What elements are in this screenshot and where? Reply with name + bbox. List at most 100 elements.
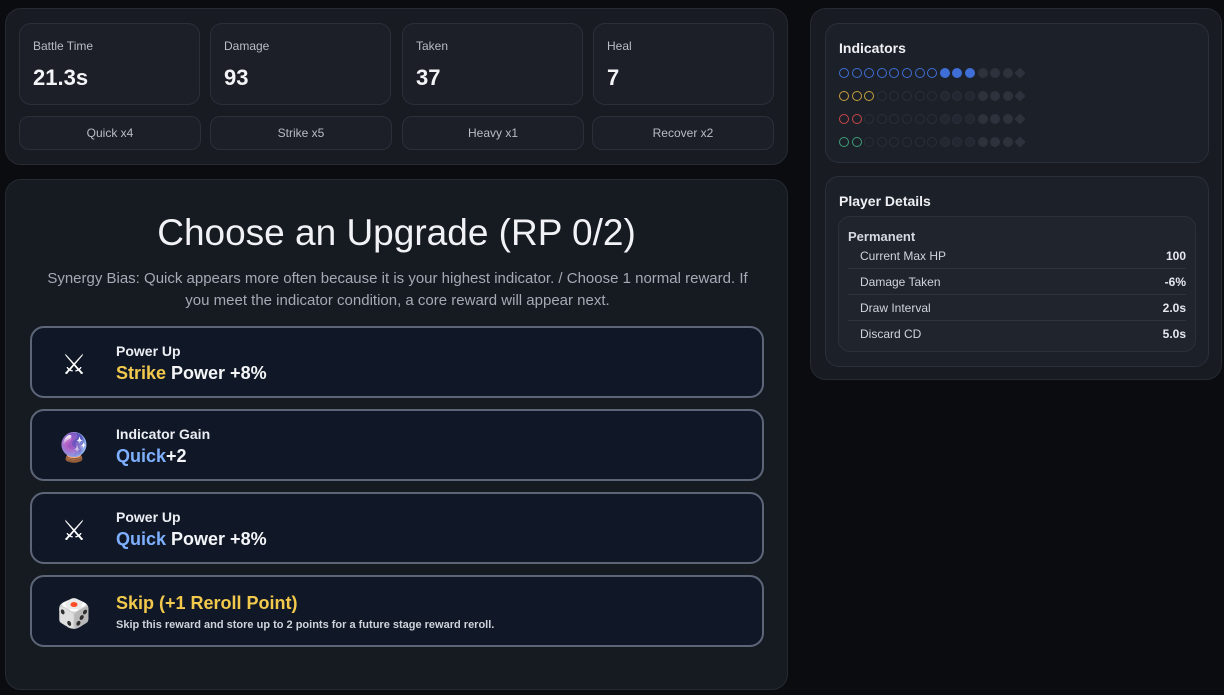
detail-row: Draw Interval 2.0s bbox=[848, 296, 1186, 321]
detail-row: Discard CD 5.0s bbox=[848, 321, 1186, 346]
indicator-marker bbox=[914, 114, 925, 124]
indicator-marker bbox=[952, 114, 963, 124]
indicator-marker bbox=[927, 137, 938, 147]
action-quick[interactable]: Quick x4 bbox=[19, 116, 201, 150]
reward-effect: Quick Power +8% bbox=[116, 529, 267, 550]
detail-label: Damage Taken bbox=[860, 275, 941, 289]
indicator-marker bbox=[939, 68, 950, 78]
stat-heal: Heal 7 bbox=[593, 23, 774, 105]
reward-effect-text: +2 bbox=[166, 446, 187, 466]
indicator-marker bbox=[1002, 137, 1013, 147]
detail-value: -6% bbox=[1164, 275, 1186, 289]
action-recover[interactable]: Recover x2 bbox=[592, 116, 774, 150]
indicator-marker bbox=[990, 91, 1001, 101]
crossed-swords-icon: ⚔ bbox=[61, 514, 87, 546]
indicator-marker bbox=[851, 91, 862, 101]
reward-effect-text: Power +8% bbox=[166, 363, 267, 383]
reward-effect: Strike Power +8% bbox=[116, 363, 267, 384]
reward-title: Power Up bbox=[116, 509, 181, 525]
reward-highlight: Quick bbox=[116, 529, 167, 549]
indicator-marker bbox=[851, 137, 862, 147]
action-strike[interactable]: Strike x5 bbox=[210, 116, 392, 150]
indicator-marker bbox=[990, 137, 1001, 147]
indicator-marker bbox=[952, 68, 963, 78]
indicator-marker bbox=[839, 137, 849, 147]
reward-effect-text: Power +8% bbox=[166, 529, 267, 549]
indicator-marker bbox=[876, 114, 887, 124]
indicator-marker bbox=[964, 91, 975, 101]
indicator-marker bbox=[939, 137, 950, 147]
indicator-marker bbox=[977, 114, 988, 124]
stat-value: 93 bbox=[224, 65, 249, 90]
indicator-marker bbox=[864, 91, 875, 101]
indicator-marker bbox=[839, 114, 849, 124]
indicator-marker bbox=[964, 68, 975, 78]
indicator-marker bbox=[914, 68, 925, 78]
section-title: Permanent bbox=[848, 229, 916, 244]
stat-damage: Damage 93 bbox=[210, 23, 391, 105]
reward-card[interactable]: 🔮 Indicator Gain Quick+2 bbox=[30, 409, 764, 481]
upgrade-subtitle: Synergy Bias: Quick appears more often b… bbox=[47, 270, 748, 309]
skip-title: Skip (+1 Reroll Point) bbox=[116, 593, 298, 613]
stat-value: 37 bbox=[416, 65, 441, 90]
stat-label: Battle Time bbox=[33, 39, 94, 53]
stat-label: Heal bbox=[607, 39, 632, 53]
stat-label: Damage bbox=[224, 39, 270, 53]
indicator-marker bbox=[901, 68, 912, 78]
indicator-marker bbox=[1002, 114, 1013, 124]
detail-row: Damage Taken -6% bbox=[848, 270, 1186, 295]
indicator-marker bbox=[927, 114, 938, 124]
indicator-marker bbox=[876, 91, 887, 101]
side-panel: Indicators Player Details Permanent Curr… bbox=[810, 8, 1222, 380]
crossed-swords-icon: ⚔ bbox=[61, 348, 87, 380]
indicator-marker bbox=[864, 114, 875, 124]
detail-label: Draw Interval bbox=[860, 301, 931, 315]
indicator-marker bbox=[914, 137, 925, 147]
indicator-marker bbox=[864, 137, 875, 147]
stat-label: Taken bbox=[416, 39, 449, 53]
indicator-row bbox=[839, 90, 1026, 102]
indicator-row bbox=[839, 136, 1026, 148]
indicator-marker bbox=[1014, 113, 1026, 125]
detail-label: Discard CD bbox=[860, 326, 922, 341]
indicator-marker bbox=[864, 68, 875, 78]
stat-battle-time: Battle Time 21.3s bbox=[19, 23, 200, 105]
reward-card[interactable]: ⚔ Power Up Quick Power +8% bbox=[30, 492, 764, 564]
skip-reward-card[interactable]: 🎲 Skip (+1 Reroll Point) Skip this rewar… bbox=[30, 575, 764, 647]
indicator-marker bbox=[1014, 90, 1026, 102]
indicator-marker bbox=[977, 68, 988, 78]
indicator-marker bbox=[876, 137, 887, 147]
reward-highlight: Strike bbox=[116, 363, 167, 383]
action-heavy[interactable]: Heavy x1 bbox=[402, 116, 584, 150]
stat-value: 7 bbox=[607, 65, 620, 90]
reward-highlight: Quick bbox=[116, 446, 167, 466]
indicator-row bbox=[839, 113, 1026, 125]
reward-effect: Quick+2 bbox=[116, 446, 187, 467]
reward-title: Indicator Gain bbox=[116, 426, 211, 442]
reward-title: Power Up bbox=[116, 343, 181, 359]
indicators-title: Indicators bbox=[839, 40, 906, 56]
player-details-title: Player Details bbox=[839, 193, 931, 209]
indicator-marker bbox=[1002, 91, 1013, 101]
indicator-marker bbox=[990, 114, 1001, 124]
indicator-marker bbox=[977, 91, 988, 101]
indicator-marker bbox=[939, 114, 950, 124]
indicator-marker bbox=[964, 137, 975, 147]
detail-label: Current Max HP bbox=[860, 249, 947, 263]
indicator-marker bbox=[889, 91, 900, 101]
indicator-marker bbox=[1014, 67, 1026, 79]
indicator-marker bbox=[876, 68, 887, 78]
indicator-marker bbox=[914, 91, 925, 101]
indicator-marker bbox=[851, 114, 862, 124]
indicator-marker bbox=[964, 114, 975, 124]
indicator-marker bbox=[927, 91, 938, 101]
indicators-panel: Indicators bbox=[825, 23, 1209, 163]
skip-description: Skip this reward and store up to 2 point… bbox=[116, 619, 495, 631]
player-details-panel: Player Details Permanent Current Max HP 1… bbox=[825, 176, 1209, 367]
crystal-ball-icon: 🔮 bbox=[56, 431, 92, 463]
reward-card[interactable]: ⚔ Power Up Strike Power +8% bbox=[30, 326, 764, 398]
permanent-section: Permanent Current Max HP 100 Damage Taken… bbox=[838, 216, 1196, 352]
indicator-marker bbox=[952, 91, 963, 101]
indicator-row bbox=[839, 67, 1026, 79]
detail-value: 100 bbox=[1165, 249, 1186, 263]
